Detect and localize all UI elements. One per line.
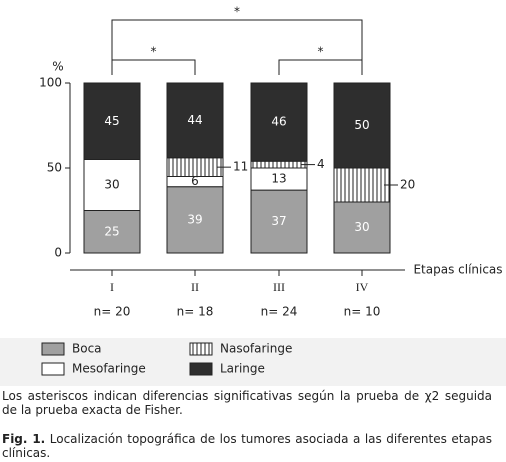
y-tick-label: 50 (47, 161, 62, 175)
x-tick-label: IV (356, 280, 369, 294)
significance-mark: * (151, 45, 157, 59)
data-label: 30 (104, 178, 119, 192)
legend-label: Laringe (220, 362, 265, 376)
data-label: 37 (271, 214, 286, 228)
x-tick-label: III (273, 280, 285, 294)
significance-mark: * (234, 5, 240, 19)
legend-background (0, 338, 506, 386)
footnote: Los asteriscos indican diferencias signi… (2, 389, 492, 417)
caption-text: Localización topográfica de los tumores … (2, 432, 492, 460)
significance-bracket (278, 59, 363, 75)
n-label: n= 18 (177, 305, 214, 319)
x-tick-label: I (110, 280, 114, 294)
n-label: n= 10 (344, 305, 381, 319)
bar-segment (250, 82, 308, 162)
y-tick-label: 0 (54, 246, 62, 260)
bar-segment (250, 160, 308, 169)
significance-bracket (111, 59, 196, 75)
bar-segment (333, 167, 391, 203)
legend-swatch (41, 342, 65, 356)
legend-swatch (41, 362, 65, 376)
significance-bracket (111, 19, 363, 75)
legend-label: Mesofaringe (72, 362, 146, 376)
data-label: 13 (271, 172, 286, 186)
bar-segment (166, 157, 224, 178)
bar-segment (83, 82, 141, 160)
bar-segment (166, 82, 224, 159)
bar-segment (250, 189, 308, 254)
legend-swatch (189, 362, 213, 376)
n-label: n= 20 (94, 305, 131, 319)
bar-segment (333, 82, 391, 169)
data-label: 39 (187, 212, 202, 226)
x-tick-label: II (191, 280, 199, 294)
legend-label: Boca (72, 342, 102, 356)
data-label: 4 (317, 157, 325, 171)
y-axis-label: % (52, 60, 63, 74)
n-label: n= 24 (261, 305, 298, 319)
bar-segment (83, 159, 141, 211)
data-label: 50 (354, 118, 369, 132)
y-tick-label: 100 (39, 76, 62, 90)
legend-label: Nasofaringe (220, 342, 292, 356)
caption-label: Fig. 1. (2, 432, 46, 446)
x-axis-label: Etapas clínicas (413, 263, 502, 277)
data-label: 30 (354, 220, 369, 234)
data-label: 6 (191, 174, 199, 188)
data-label: 46 (271, 115, 286, 129)
data-label: 11 (233, 160, 248, 174)
bar-segment (166, 186, 224, 254)
data-label: 45 (104, 114, 119, 128)
caption: Fig. 1. Localización topográfica de los … (2, 432, 492, 460)
significance-mark: * (318, 45, 324, 59)
data-label: 25 (104, 224, 119, 238)
data-label: 44 (187, 113, 202, 127)
bar-segment (333, 201, 391, 254)
legend-swatch (189, 342, 213, 356)
data-label: 20 (400, 178, 415, 192)
